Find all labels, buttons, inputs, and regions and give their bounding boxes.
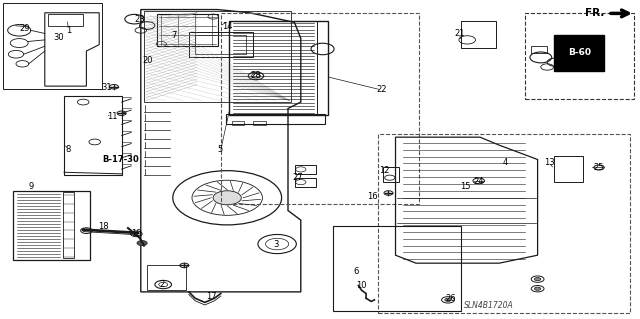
Text: B-17-30: B-17-30 <box>102 155 139 164</box>
Text: 16: 16 <box>367 192 378 201</box>
Text: 29: 29 <box>20 24 30 33</box>
Text: 3: 3 <box>274 240 279 249</box>
Text: 8: 8 <box>66 145 71 154</box>
Bar <box>229 21 328 115</box>
Bar <box>253 121 266 125</box>
Text: 15: 15 <box>460 182 470 191</box>
Text: 2: 2 <box>159 280 164 289</box>
Circle shape <box>213 191 241 205</box>
Bar <box>13 191 90 260</box>
Bar <box>221 13 419 204</box>
Bar <box>554 156 583 182</box>
Bar <box>195 35 246 54</box>
Circle shape <box>534 278 541 281</box>
Circle shape <box>137 241 147 246</box>
Text: 10: 10 <box>356 281 367 290</box>
Text: 25: 25 <box>594 163 604 172</box>
Bar <box>317 21 328 115</box>
Bar <box>147 265 186 290</box>
Circle shape <box>445 298 451 301</box>
Text: 18: 18 <box>99 222 109 231</box>
Bar <box>226 114 325 124</box>
Text: 24: 24 <box>474 177 484 186</box>
Text: 1: 1 <box>66 26 71 35</box>
Text: 11: 11 <box>107 112 117 121</box>
Text: 28: 28 <box>250 71 260 80</box>
Text: 27: 27 <box>292 173 303 182</box>
Text: 12: 12 <box>379 166 389 175</box>
Text: 31: 31 <box>102 83 112 92</box>
Bar <box>531 46 547 53</box>
Bar <box>333 226 461 311</box>
Bar <box>3 3 102 89</box>
Text: 19: 19 <box>131 229 141 238</box>
Text: 22: 22 <box>376 85 387 94</box>
Circle shape <box>534 287 541 290</box>
Bar <box>525 13 634 99</box>
Text: 17: 17 <box>206 292 216 300</box>
Bar <box>232 121 244 125</box>
Bar <box>461 21 496 48</box>
Text: 20: 20 <box>142 56 152 65</box>
Bar <box>48 14 83 26</box>
Bar <box>378 134 630 313</box>
Text: 14: 14 <box>222 22 232 31</box>
Bar <box>157 14 218 46</box>
Bar <box>63 192 74 258</box>
Bar <box>64 96 122 175</box>
Text: 30: 30 <box>54 33 64 42</box>
Bar <box>189 32 253 57</box>
Text: 4: 4 <box>503 158 508 167</box>
Text: 13: 13 <box>544 158 554 167</box>
Text: B-60: B-60 <box>568 48 591 57</box>
Text: 7: 7 <box>172 31 177 40</box>
Bar <box>383 167 399 182</box>
Bar <box>295 178 316 187</box>
Text: 5: 5 <box>217 145 222 154</box>
Text: FR.: FR. <box>586 8 605 19</box>
Text: 9: 9 <box>28 182 33 191</box>
Text: SLN4B1720A: SLN4B1720A <box>464 301 514 310</box>
Text: 23: 23 <box>134 15 145 24</box>
Bar <box>295 165 316 174</box>
Text: 26: 26 <box>446 294 456 303</box>
Text: 21: 21 <box>454 29 465 38</box>
Text: 6: 6 <box>353 267 358 276</box>
